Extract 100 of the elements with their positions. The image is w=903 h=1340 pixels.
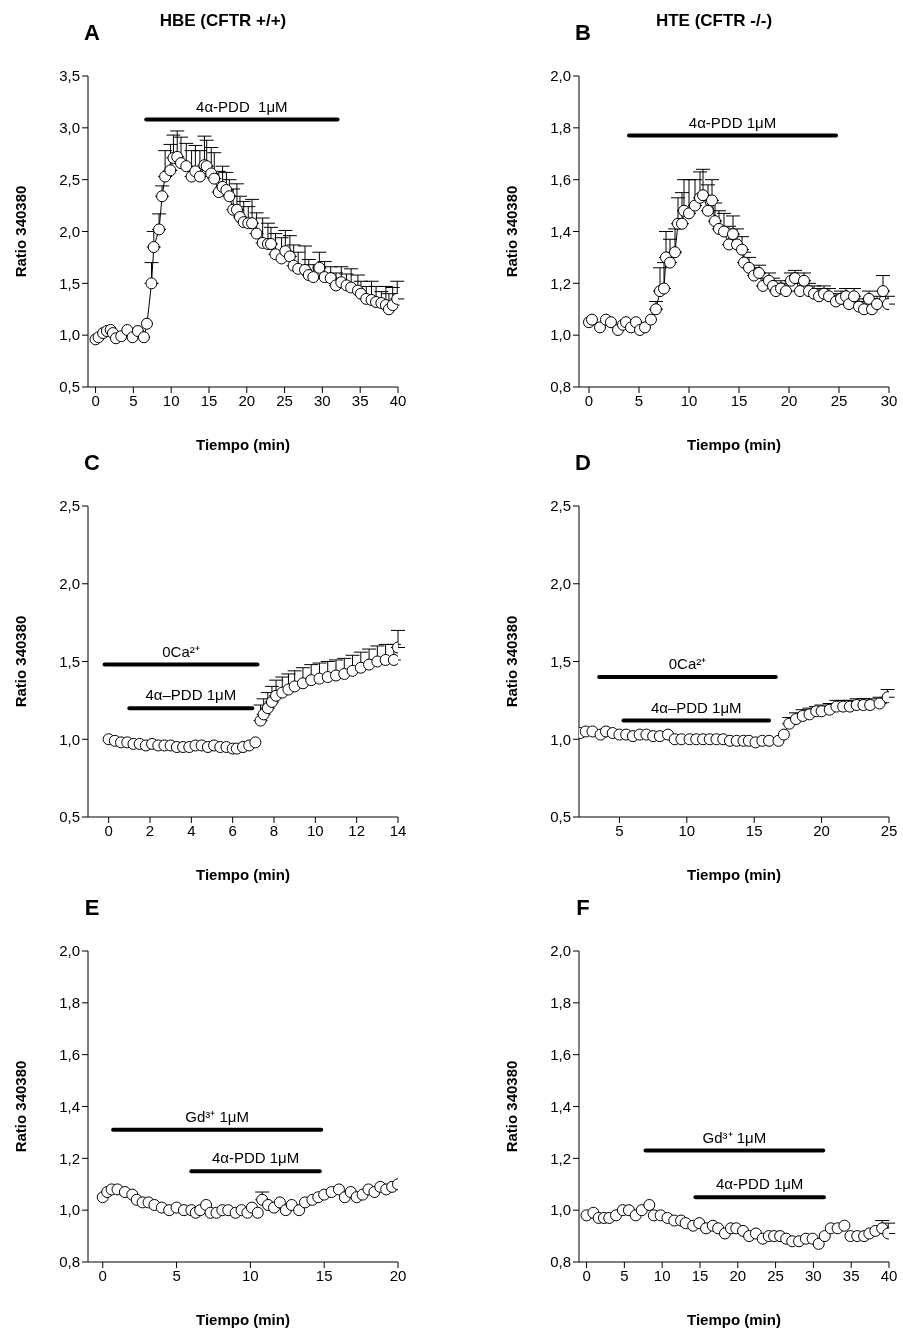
x-axis-title: Tiempo (min) bbox=[196, 1311, 290, 1328]
y-tick-label: 3,0 bbox=[59, 119, 80, 137]
text: C bbox=[84, 450, 101, 475]
y-tick-label: 2,5 bbox=[59, 497, 80, 515]
y-tick-label: 2,0 bbox=[550, 575, 571, 593]
y-tick-label: 1,4 bbox=[550, 1097, 571, 1115]
y-tick-label: 1,5 bbox=[59, 274, 80, 292]
x-tick-label: 15 bbox=[691, 1266, 709, 1284]
point bbox=[273, 1196, 286, 1209]
text: A bbox=[84, 20, 101, 45]
point bbox=[332, 1183, 345, 1196]
x-tick-label: 0 bbox=[91, 391, 100, 409]
point bbox=[818, 1230, 831, 1243]
y-tick-label: 1,0 bbox=[59, 326, 80, 344]
chart-title: HBE (CFTR +/+) bbox=[159, 11, 287, 30]
y-tick-label: 0,5 bbox=[550, 808, 571, 826]
series-label: 0Ca²⁺ bbox=[162, 642, 200, 660]
y-axis-title: Ratio 340380 bbox=[12, 185, 29, 278]
y-tick-label: 0,8 bbox=[59, 1253, 80, 1271]
x-tick-label: 10 bbox=[242, 1266, 259, 1284]
y-tick-label: 1,2 bbox=[59, 1149, 80, 1167]
x-tick-label: 20 bbox=[813, 821, 830, 839]
x-tick-label: 15 bbox=[315, 1266, 333, 1284]
point bbox=[812, 1237, 825, 1250]
x-tick-label: 30 bbox=[880, 391, 898, 409]
y-tick-label: 2,0 bbox=[59, 942, 80, 960]
y-axis-title: Ratio 340380 bbox=[12, 615, 29, 708]
y-tick-label: 1,8 bbox=[550, 119, 571, 137]
y-tick-label: 1,0 bbox=[59, 730, 80, 748]
y-axis-title: Ratio 340380 bbox=[503, 1060, 520, 1153]
chart-title: HTE (CFTR -/-) bbox=[655, 11, 773, 30]
y-tick-label: 1,8 bbox=[59, 994, 80, 1012]
x-tick-label: 30 bbox=[805, 1266, 822, 1284]
x-tick-label: 25 bbox=[830, 391, 848, 409]
x-tick-label: 15 bbox=[730, 391, 748, 409]
y-tick-label: 2,0 bbox=[550, 942, 571, 960]
y-tick-label: 1,6 bbox=[59, 1045, 80, 1063]
x-tick-label: 30 bbox=[314, 391, 331, 409]
x-tick-label: 0 bbox=[582, 1266, 591, 1284]
y-tick-label: 1,6 bbox=[550, 170, 571, 188]
x-axis-title: Tiempo (min) bbox=[687, 436, 781, 453]
y-tick-label: 1,0 bbox=[59, 1201, 80, 1219]
x-tick-label: 10 bbox=[306, 821, 324, 839]
x-tick-label: 15 bbox=[745, 821, 763, 839]
x-tick-label: 40 bbox=[880, 1266, 898, 1284]
y-tick-label: 1,2 bbox=[550, 274, 571, 292]
y-tick-label: 3,5 bbox=[59, 67, 80, 85]
series-label: 4α-PDD 1μM bbox=[196, 97, 288, 115]
y-tick-label: 1,4 bbox=[59, 1097, 80, 1115]
x-tick-label: 12 bbox=[348, 821, 366, 839]
y-tick-label: 1,6 bbox=[550, 1045, 571, 1063]
text: B bbox=[575, 20, 591, 45]
series-label: Gd³⁺ 1μM bbox=[702, 1128, 767, 1146]
x-tick-label: 10 bbox=[653, 1266, 671, 1284]
text: E bbox=[84, 895, 100, 920]
y-tick-label: 1,0 bbox=[550, 326, 571, 344]
series-label: 4α-PDD 1μM bbox=[688, 113, 777, 131]
series-label: 4α–PDD 1μM bbox=[650, 698, 742, 716]
series-label: 0Ca²⁺ bbox=[668, 655, 707, 673]
text: D bbox=[575, 450, 591, 475]
y-tick-label: 2,5 bbox=[59, 170, 80, 188]
x-axis-title: Tiempo (min) bbox=[687, 1311, 781, 1328]
x-tick-label: 6 bbox=[228, 821, 237, 839]
x-tick-label: 35 bbox=[842, 1266, 860, 1284]
y-tick-label: 1,5 bbox=[550, 652, 571, 670]
x-tick-label: 0 bbox=[104, 821, 113, 839]
x-tick-label: 15 bbox=[200, 391, 218, 409]
y-axis-title: Ratio 340380 bbox=[12, 1060, 29, 1153]
series-label: Gd³⁺ 1μM bbox=[185, 1107, 249, 1125]
x-tick-label: 5 bbox=[634, 391, 644, 409]
series-label: 4α-PDD 1μM bbox=[716, 1175, 804, 1193]
y-tick-label: 0,8 bbox=[550, 378, 571, 396]
y-tick-label: 2,0 bbox=[59, 222, 80, 240]
point bbox=[777, 728, 790, 741]
series-label: 4α–PDD 1μM bbox=[145, 686, 237, 704]
x-tick-label: 10 bbox=[678, 821, 696, 839]
point bbox=[838, 1219, 851, 1232]
y-tick-label: 0,5 bbox=[59, 808, 80, 826]
x-tick-label: 14 bbox=[389, 821, 407, 839]
x-tick-label: 2 bbox=[145, 821, 155, 839]
x-tick-label: 4 bbox=[187, 821, 196, 839]
x-tick-label: 25 bbox=[767, 1266, 784, 1284]
y-axis-title: Ratio 340380 bbox=[503, 185, 520, 278]
y-tick-label: 0,8 bbox=[550, 1253, 571, 1271]
x-tick-label: 5 bbox=[129, 391, 138, 409]
x-axis-title: Tiempo (min) bbox=[687, 866, 781, 883]
point bbox=[251, 1206, 264, 1219]
x-tick-label: 10 bbox=[680, 391, 698, 409]
point bbox=[293, 1204, 306, 1217]
x-tick-label: 25 bbox=[880, 821, 898, 839]
y-tick-label: 1,4 bbox=[550, 222, 571, 240]
x-tick-label: 0 bbox=[584, 391, 594, 409]
x-axis-title: Tiempo (min) bbox=[196, 866, 290, 883]
y-tick-label: 1,0 bbox=[550, 730, 571, 748]
text: F bbox=[576, 895, 590, 920]
x-tick-label: 35 bbox=[351, 391, 369, 409]
point bbox=[387, 653, 398, 666]
x-axis-title: Tiempo (min) bbox=[196, 436, 290, 453]
y-axis-title: Ratio 340380 bbox=[503, 615, 520, 708]
x-tick-label: 0 bbox=[98, 1266, 107, 1284]
